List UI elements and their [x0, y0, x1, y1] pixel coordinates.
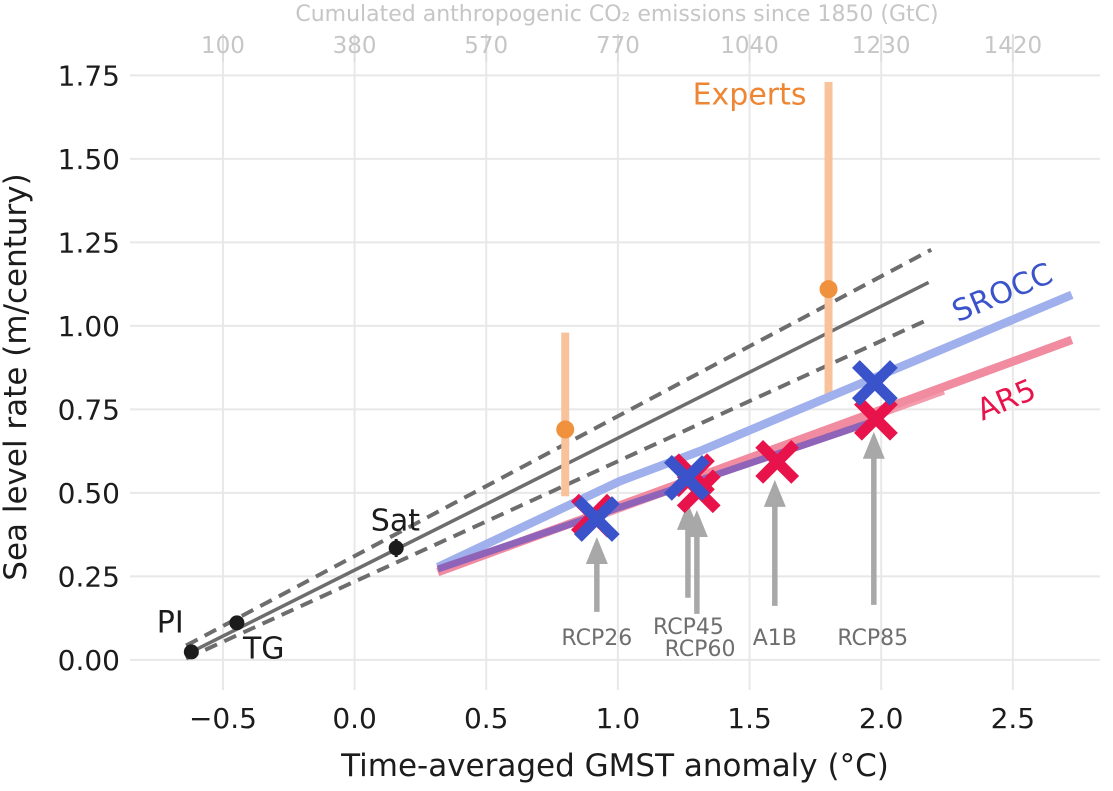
y-tick-label: 0.00	[58, 644, 120, 677]
y-tick-label: 0.50	[58, 477, 120, 510]
scenario-label: A1B	[753, 626, 797, 651]
observation-label: TG	[242, 632, 285, 667]
experts-point	[819, 280, 838, 299]
fit-ci-lower-dashed-line	[185, 318, 929, 661]
scenario-label: RCP26	[561, 626, 632, 651]
y-tick-label: 1.00	[58, 310, 120, 343]
srocc-cross-marker	[663, 454, 710, 501]
experts-point	[556, 420, 575, 439]
observation-label: PI	[157, 606, 184, 641]
experts-series-label: Experts	[693, 78, 807, 113]
srocc-series-label: SROCC	[947, 256, 1058, 329]
ar5-cross-marker	[854, 396, 898, 441]
x-tick-label: 2.5	[991, 702, 1036, 735]
scenario-arrow-head	[585, 537, 608, 565]
srocc-line	[435, 290, 1074, 571]
ar5-srocc-overlap-line	[436, 416, 879, 573]
srocc-cross-marker	[851, 360, 898, 406]
x-tick-label: 1.5	[727, 702, 772, 735]
x-tick-label: 2.0	[859, 702, 904, 735]
y-tick-label: 1.25	[58, 226, 120, 259]
y-axis-title: Sea level rate (m/century)	[0, 173, 34, 580]
top-tick-label: 1420	[984, 33, 1043, 59]
top-tick-label: 770	[596, 33, 640, 59]
scenario-arrow-head	[763, 479, 786, 507]
top-tick-label: 1040	[720, 33, 779, 59]
observation-point	[183, 644, 199, 660]
ar5-series-label: AR5	[972, 372, 1041, 428]
top-tick-label: 380	[333, 33, 377, 59]
scenario-label: RCP60	[665, 637, 736, 662]
scenario-label: RCP85	[837, 626, 908, 651]
x-tick-label: 1.0	[596, 702, 641, 735]
x-tick-label: 0.0	[332, 702, 377, 735]
scenario-label: RCP45	[653, 615, 724, 640]
fit-line	[190, 280, 930, 654]
fit-ci-upper-dashed-line	[185, 247, 933, 648]
x-tick-label: 0.5	[464, 702, 509, 735]
scenario-arrow-head	[862, 431, 885, 459]
observation-point	[388, 540, 404, 556]
y-tick-label: 0.25	[58, 560, 120, 593]
top-tick-label: 1230	[852, 33, 911, 59]
top-axis-title: Cumulated anthropogenic CO₂ emissions si…	[295, 2, 938, 27]
srocc-cross-marker	[573, 496, 620, 542]
top-tick-label: 100	[201, 33, 245, 59]
scenario-arrow-head	[685, 509, 708, 537]
y-tick-label: 0.75	[58, 393, 120, 426]
x-axis-title: Time-averaged GMST anomaly (°C)	[340, 748, 889, 784]
observation-point	[229, 615, 245, 631]
observation-label: Sat	[371, 504, 420, 539]
x-tick-label: −0.5	[189, 702, 257, 735]
ar5-cross-marker	[755, 439, 800, 484]
top-tick-label: 570	[464, 33, 508, 59]
y-tick-label: 1.75	[58, 59, 120, 92]
y-tick-label: 1.50	[58, 143, 120, 176]
